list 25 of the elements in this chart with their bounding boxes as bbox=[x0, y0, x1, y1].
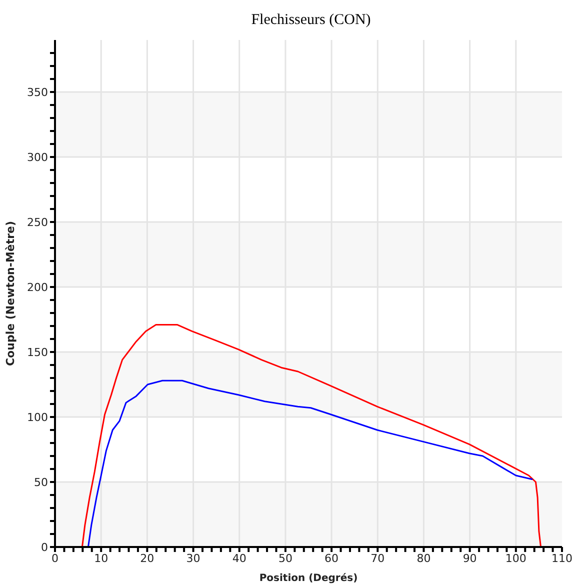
y-tick-label: 200 bbox=[27, 280, 48, 294]
x-tick-label: 90 bbox=[462, 552, 477, 565]
x-tick-label: 20 bbox=[140, 552, 154, 565]
x-tick-label: 30 bbox=[186, 552, 200, 565]
x-tick-label: 110 bbox=[552, 552, 572, 565]
y-tick-label: 150 bbox=[27, 346, 48, 359]
y-axis-title: Couple (Newton-Mètre) bbox=[4, 220, 17, 366]
y-tick-label: 350 bbox=[27, 86, 48, 99]
y-tick-label: 0 bbox=[41, 540, 48, 554]
x-tick-label: 70 bbox=[370, 552, 385, 565]
x-tick-label: 10 bbox=[94, 552, 108, 565]
x-tick-label: 50 bbox=[278, 552, 292, 565]
x-tick-label: 60 bbox=[324, 552, 339, 565]
y-tick-label: 250 bbox=[27, 216, 48, 229]
x-tick-label: 40 bbox=[232, 552, 246, 565]
x-axis-title: Position (Degrés) bbox=[259, 573, 358, 584]
x-tick-label: 80 bbox=[416, 552, 431, 565]
y-tick-label: 300 bbox=[27, 150, 48, 164]
chart-title: Flechisseurs (CON) bbox=[250, 12, 372, 29]
y-tick-label: 100 bbox=[27, 410, 48, 424]
line-series bbox=[81, 324, 542, 547]
x-tick-label: 0 bbox=[52, 552, 58, 565]
x-tick-label: 100 bbox=[505, 552, 526, 565]
line-series bbox=[87, 380, 534, 547]
y-tick-label: 50 bbox=[34, 476, 48, 489]
